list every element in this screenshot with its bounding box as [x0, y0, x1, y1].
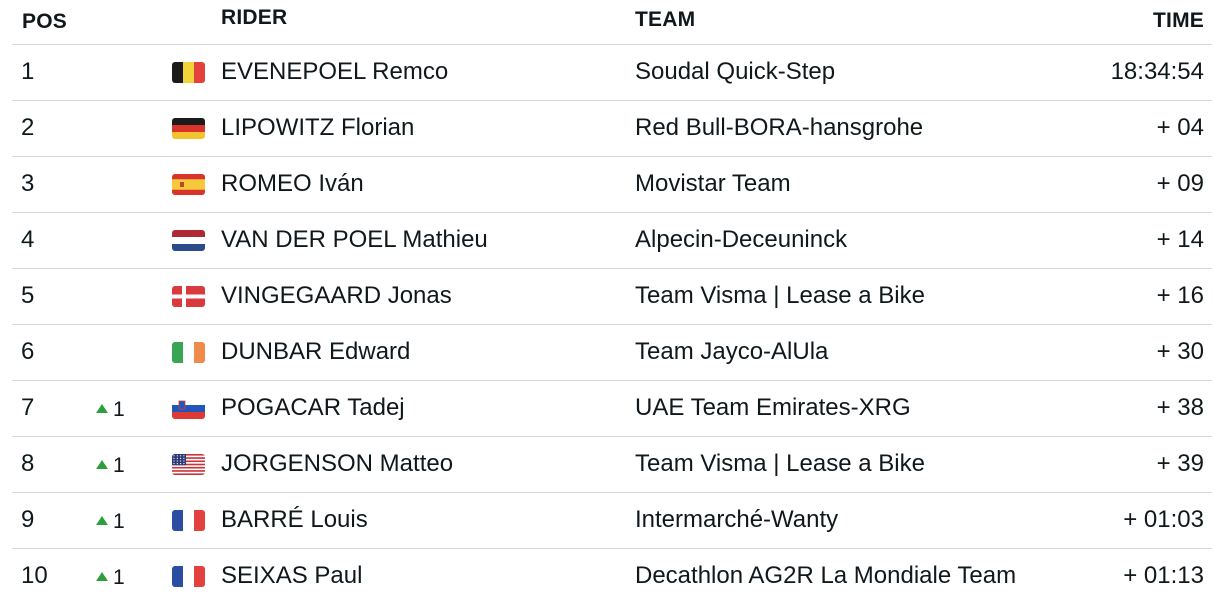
position: 3 [21, 170, 35, 197]
up-arrow-icon [96, 404, 108, 413]
table-row[interactable]: 5 VINGEGAARD Jonas Team Visma | Lease a … [12, 269, 1212, 325]
team-name[interactable]: Decathlon AG2R La Mondiale Team [635, 562, 1017, 589]
position-change-value: 1 [113, 454, 125, 477]
position-change: 1 [96, 508, 125, 536]
time-gap: + 39 [1156, 450, 1204, 477]
rider-name[interactable]: DUNBAR Edward [221, 338, 411, 365]
team-name[interactable]: Alpecin-Deceuninck [635, 226, 848, 253]
belgium-flag-icon [172, 62, 205, 83]
time-gap: + 30 [1156, 338, 1204, 365]
team-name[interactable]: Red Bull-BORA-hansgrohe [635, 114, 924, 141]
position-change: 1 [96, 396, 125, 424]
slovenia-flag-icon [172, 398, 205, 419]
time-gap: + 16 [1156, 282, 1204, 309]
rider-name[interactable]: SEIXAS Paul [221, 562, 363, 589]
table-row[interactable]: 7 1 POGACAR Tadej UAE Team Emirates-XRG … [12, 381, 1212, 437]
position-change-value: 1 [113, 510, 125, 533]
denmark-flag-icon [172, 286, 205, 307]
rider-name[interactable]: EVENEPOEL Remco [221, 58, 449, 85]
rider-name[interactable]: JORGENSON Matteo [221, 450, 454, 477]
position: 2 [21, 114, 35, 141]
time-gap: 18:34:54 [1110, 58, 1204, 85]
table-body: 1 EVENEPOEL Remco Soudal Quick-Step 18:3… [12, 45, 1212, 604]
team-name[interactable]: Team Visma | Lease a Bike [635, 450, 925, 477]
team-name[interactable]: Team Visma | Lease a Bike [635, 282, 925, 309]
position-change-value: 1 [113, 566, 125, 589]
team-name[interactable]: Team Jayco-AlUla [635, 338, 829, 365]
rider-name[interactable]: VAN DER POEL Mathieu [221, 226, 488, 253]
time-gap: + 09 [1156, 170, 1204, 197]
rider-name[interactable]: ROMEO Iván [221, 170, 364, 197]
standings-table: POS RIDER TEAM TIME 1 EVENEPOEL Remco So… [12, 0, 1212, 604]
up-arrow-icon [96, 516, 108, 525]
header-team[interactable]: TEAM [635, 8, 696, 31]
position: 4 [21, 226, 35, 253]
table-row[interactable]: 2 LIPOWITZ Florian Red Bull-BORA-hansgro… [12, 101, 1212, 157]
table-row[interactable]: 8 1 JORGENSON Matteo Team Visma | Lease … [12, 437, 1212, 493]
header-time[interactable]: TIME [1153, 9, 1204, 32]
ireland-flag-icon [172, 342, 205, 363]
table-row[interactable]: 3 ROMEO Iván Movistar Team + 09 [12, 157, 1212, 213]
position: 7 [21, 394, 35, 421]
team-name[interactable]: Movistar Team [635, 170, 791, 197]
header-pos[interactable]: POS [22, 10, 67, 33]
position: 6 [21, 338, 35, 365]
team-name[interactable]: UAE Team Emirates-XRG [635, 394, 911, 421]
time-gap: + 01:13 [1123, 562, 1204, 589]
time-gap: + 04 [1156, 114, 1204, 141]
table-row[interactable]: 9 1 BARRÉ Louis Intermarché-Wanty + 01:0… [12, 493, 1212, 549]
position-change: 1 [96, 452, 125, 480]
rider-name[interactable]: BARRÉ Louis [221, 506, 368, 533]
position: 1 [21, 58, 35, 85]
up-arrow-icon [96, 572, 108, 581]
time-gap: + 38 [1156, 394, 1204, 421]
france-flag-icon [172, 566, 205, 587]
spain-flag-icon [172, 174, 205, 195]
rider-name[interactable]: LIPOWITZ Florian [221, 114, 415, 141]
position: 9 [21, 506, 35, 533]
position-change: 1 [96, 564, 125, 592]
position: 8 [21, 450, 35, 477]
time-gap: + 01:03 [1123, 506, 1204, 533]
header-rider[interactable]: RIDER [221, 6, 288, 29]
position-change-value: 1 [113, 398, 125, 421]
rider-name[interactable]: VINGEGAARD Jonas [221, 282, 452, 309]
rider-name[interactable]: POGACAR Tadej [221, 394, 405, 421]
table-row[interactable]: 1 EVENEPOEL Remco Soudal Quick-Step 18:3… [12, 45, 1212, 101]
france-flag-icon [172, 510, 205, 531]
usa-flag-icon [172, 454, 205, 475]
position: 5 [21, 282, 35, 309]
table-row[interactable]: 4 VAN DER POEL Mathieu Alpecin-Deceuninc… [12, 213, 1212, 269]
up-arrow-icon [96, 460, 108, 469]
table-row[interactable]: 10 1 SEIXAS Paul Decathlon AG2R La Mondi… [12, 549, 1212, 604]
team-name[interactable]: Soudal Quick-Step [635, 58, 836, 85]
table-header: POS RIDER TEAM TIME [12, 0, 1212, 45]
table-row[interactable]: 6 DUNBAR Edward Team Jayco-AlUla + 30 [12, 325, 1212, 381]
germany-flag-icon [172, 118, 205, 139]
netherlands-flag-icon [172, 230, 205, 251]
team-name[interactable]: Intermarché-Wanty [635, 506, 839, 533]
position: 10 [21, 562, 48, 589]
time-gap: + 14 [1156, 226, 1204, 253]
